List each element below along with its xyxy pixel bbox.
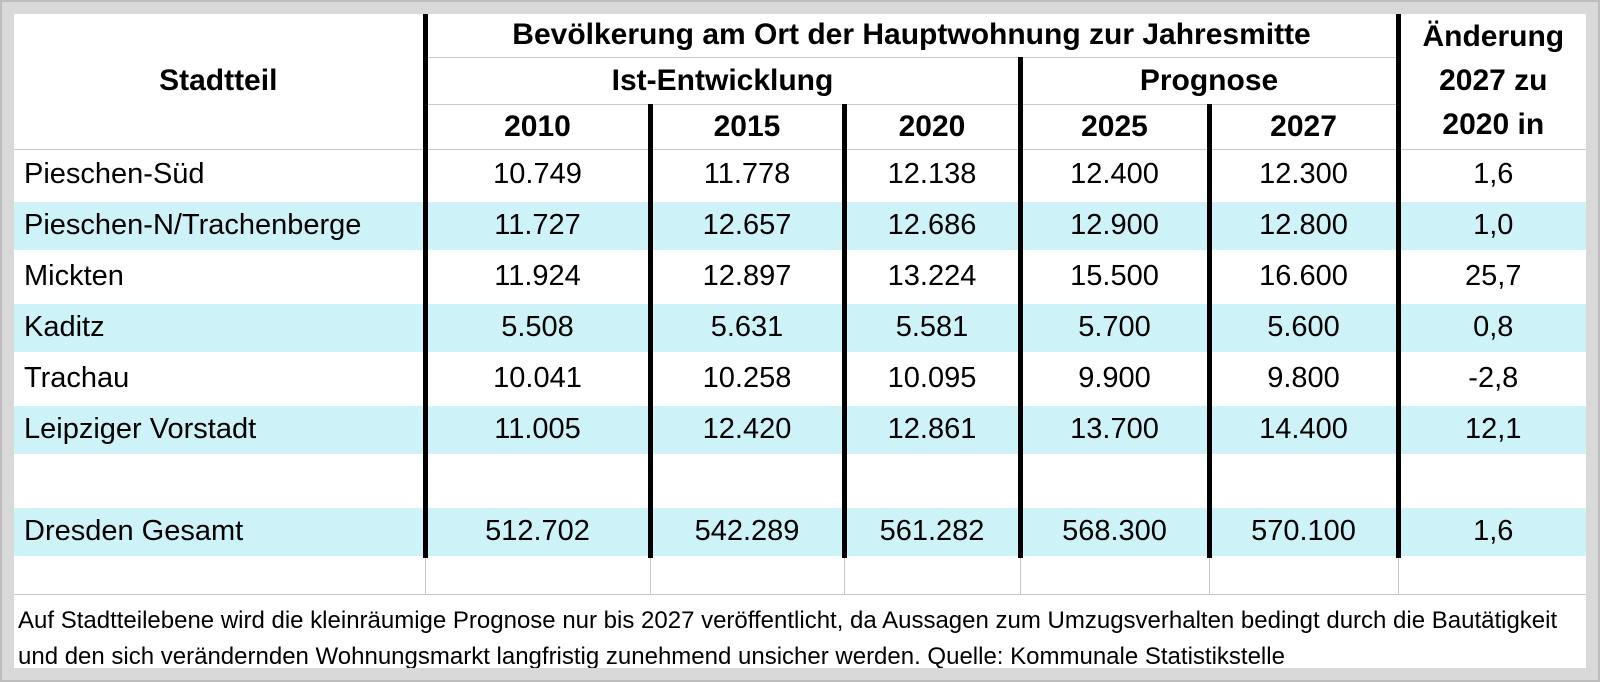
empty-cell (844, 557, 1021, 595)
cell-value: 13.700 (1020, 402, 1212, 456)
year-header-2027: 2027 (1209, 104, 1401, 150)
empty-cell (650, 557, 845, 595)
column-header-change: Änderung 2027 zu 2020 in (1398, 14, 1586, 150)
cell-value: 12.657 (650, 198, 847, 252)
year-header-2025: 2025 (1020, 104, 1212, 150)
year-header-2020: 2020 (844, 104, 1023, 150)
cell-change: 25,7 (1465, 259, 1522, 292)
header-row-sections: Ist-Entwicklung Prognose (14, 57, 1586, 105)
cell-value: 12.861 (844, 402, 1023, 456)
table-row-pieschen-n-trachenberge: Pieschen-N/Trachenberge 11.727 12.657 12… (14, 198, 1586, 252)
cell-value: 11.727 (425, 198, 653, 252)
cell-value: 12.800 (1209, 198, 1401, 252)
cell-value: 9.900 (1020, 353, 1212, 404)
empty-cell (425, 455, 653, 506)
change-header-line2: 2027 zu (1439, 64, 1548, 98)
year-header-2010: 2010 (425, 104, 653, 150)
row-label: Mickten (14, 251, 428, 302)
cell-value: 16.600 (1209, 251, 1401, 302)
cell-value: 11.778 (650, 149, 847, 200)
population-table: Stadtteil Bevölkerung am Ort der Hauptwo… (14, 14, 1586, 595)
cell-value: 5.700 (1020, 300, 1212, 354)
cell-value: 12.897 (650, 251, 847, 302)
table-row-trachau: Trachau 10.041 10.258 10.095 9.900 9.800… (14, 353, 1586, 404)
cell-change: 0,8 (1398, 300, 1586, 354)
table-row-dresden-gesamt: Dresden Gesamt 512.702 542.289 561.282 5… (14, 504, 1586, 558)
cell-value: 12.686 (844, 198, 1023, 252)
section-header-ist-entwicklung: Ist-Entwicklung (425, 57, 1023, 105)
cell-value: 5.581 (844, 300, 1023, 354)
cell-value: 12.300 (1209, 149, 1401, 200)
empty-cell (14, 455, 428, 506)
empty-cell (1209, 455, 1401, 506)
cell-value: 12.138 (844, 149, 1023, 200)
change-header-line3: 2020 in (1442, 108, 1545, 142)
table-row-leipziger-vorstadt: Leipziger Vorstadt 11.005 12.420 12.861 … (14, 402, 1586, 456)
empty-cell (650, 455, 847, 506)
header-row-years: 2010 2015 2020 2025 2027 (14, 104, 1586, 150)
year-header-2015: 2015 (650, 104, 847, 150)
cell-value: 512.702 (425, 504, 653, 558)
cell-change: 1,6 (1398, 504, 1586, 558)
table-row-empty (14, 455, 1586, 506)
cell-value: 5.631 (650, 300, 847, 354)
cell-change: 1,0 (1398, 198, 1586, 252)
cell-change: 12,1 (1398, 402, 1586, 456)
footnote: Auf Stadtteilebene wird die kleinräumige… (18, 606, 1558, 669)
empty-cell (1398, 455, 1586, 506)
row-label: Trachau (14, 353, 428, 404)
cell-change: -2,8 (1468, 361, 1519, 394)
empty-cell (1398, 557, 1586, 595)
cell-value: 568.300 (1020, 504, 1212, 558)
cell-value: 5.508 (425, 300, 653, 354)
cell-value: 561.282 (844, 504, 1023, 558)
empty-cell (1209, 557, 1399, 595)
cell-value: 12.400 (1020, 149, 1212, 200)
cell-value: 15.500 (1020, 251, 1212, 302)
cell-value: 9.800 (1209, 353, 1401, 404)
row-label: Pieschen-N/Trachenberge (14, 198, 428, 252)
cell-value: 12.900 (1020, 198, 1212, 252)
change-header-line1: Änderung (1422, 20, 1565, 54)
table-row-grid-tail (14, 557, 1586, 595)
cell-value: 13.224 (844, 251, 1023, 302)
cell-value: 11.924 (425, 251, 653, 302)
row-label: Leipziger Vorstadt (14, 402, 428, 456)
cell-value: 14.400 (1209, 402, 1401, 456)
empty-cell (844, 455, 1023, 506)
empty-cell (14, 557, 426, 595)
cell-value: 5.600 (1209, 300, 1401, 354)
cell-value: 542.289 (650, 504, 847, 558)
cell-value: 11.005 (425, 402, 653, 456)
row-label: Pieschen-Süd (14, 149, 428, 200)
cell-value: 10.258 (650, 353, 847, 404)
table-sheet: Stadtteil Bevölkerung am Ort der Hauptwo… (14, 14, 1586, 668)
cell-value: 12.420 (650, 402, 847, 456)
row-label: Kaditz (14, 300, 428, 354)
table-row-mickten: Mickten 11.924 12.897 13.224 15.500 16.6… (14, 251, 1586, 302)
table-title: Bevölkerung am Ort der Hauptwohnung zur … (425, 14, 1401, 58)
row-label: Dresden Gesamt (14, 504, 428, 558)
table-row-pieschen-sued: Pieschen-Süd 10.749 11.778 12.138 12.400… (14, 149, 1586, 200)
empty-cell (425, 557, 651, 595)
cell-value: 10.749 (425, 149, 653, 200)
empty-cell (1020, 455, 1212, 506)
cell-change: 1,6 (1473, 157, 1514, 190)
cell-value: 10.095 (844, 353, 1023, 404)
header-row-title: Stadtteil Bevölkerung am Ort der Hauptwo… (14, 14, 1586, 150)
table-row-kaditz: Kaditz 5.508 5.631 5.581 5.700 5.600 0,8 (14, 300, 1586, 354)
empty-cell (1020, 557, 1210, 595)
column-header-stadtteil: Stadtteil (14, 14, 428, 150)
section-header-prognose: Prognose (1020, 57, 1401, 105)
cell-value: 570.100 (1209, 504, 1401, 558)
cell-value: 10.041 (425, 353, 653, 404)
